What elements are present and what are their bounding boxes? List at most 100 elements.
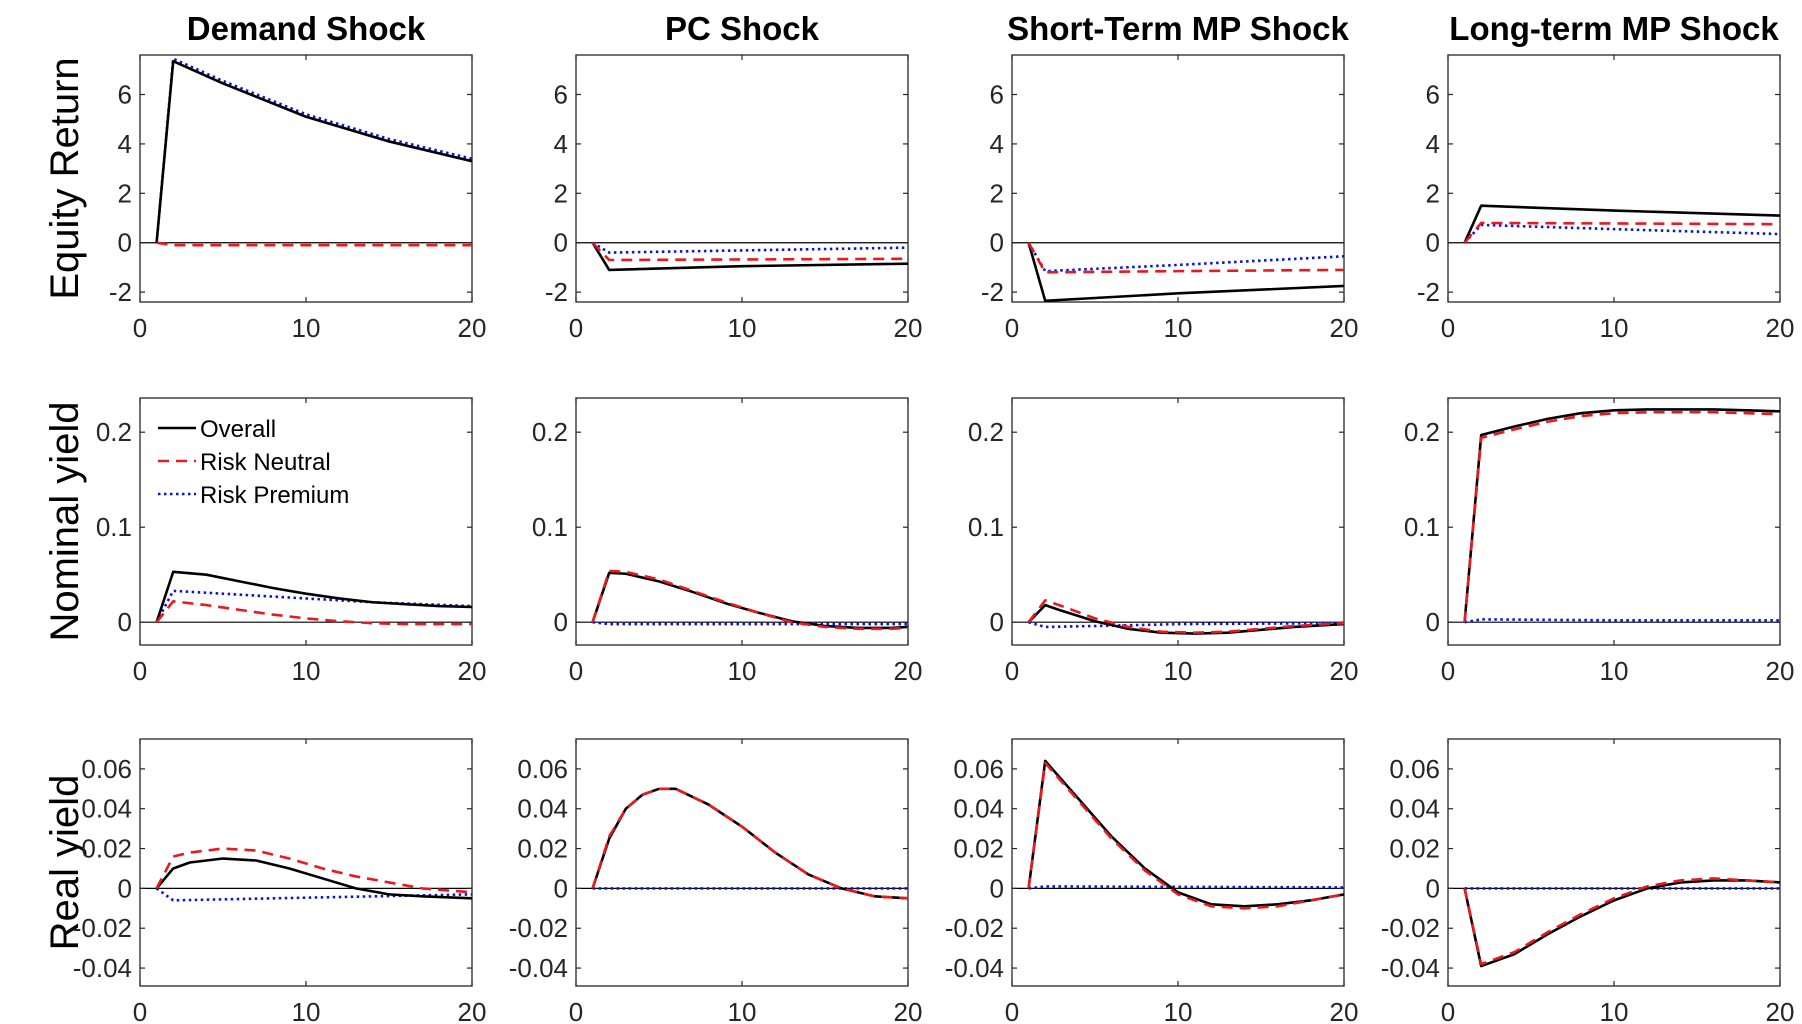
panel-r0-c3-series-risk-neutral	[1463, 221, 1780, 244]
panel-r2-c2-xtick-label: 0	[1005, 997, 1019, 1024]
panel-r2-c3-ytick-label: -0.04	[1381, 953, 1440, 983]
panel-r0-c2-series-overall	[1027, 242, 1344, 302]
panel-r1-c3-series-risk-premium	[1464, 618, 1780, 624]
panel-r0-c1-ytick-label: 2	[554, 178, 568, 208]
panel-r1-c0-series-overall	[155, 570, 472, 623]
panel-r1-c1-ytick-label: 0.1	[532, 512, 568, 542]
panel-r0-c2-ytick-label: -2	[981, 277, 1004, 307]
panel-r0-c0-ytick-label: 4	[118, 129, 132, 159]
panel-r2-c1-ytick-label: -0.02	[509, 913, 568, 943]
panel-r0-c1-series-overall	[591, 242, 908, 272]
panel-r2-c1-ytick-label: 0	[554, 873, 568, 903]
panel-r2-c2-xtick-label: 10	[1164, 997, 1193, 1024]
panel-r0-c3-xtick-label: 10	[1600, 313, 1629, 343]
panel-r1-c2-series-risk-neutral	[1027, 599, 1344, 634]
panel-r2-c0-xtick-label: 20	[458, 997, 487, 1024]
panel-r2-c1-ytick-label: 0.04	[517, 794, 568, 824]
panel-r1-c2-ytick-label: 0.2	[968, 417, 1004, 447]
panel-r2-c0-ytick-label: -0.04	[73, 953, 132, 983]
panel-r0-c0-ytick-label: 6	[118, 80, 132, 110]
panel-r1-c0-xtick-label: 0	[133, 656, 147, 686]
panel-r0-c1-ytick-label: 0	[554, 228, 568, 258]
panel-r0-c0-series-risk-premium	[155, 57, 472, 243]
panel-r0-c3-series-overall	[1463, 204, 1780, 244]
panel-r0-c2-ytick-label: 0	[990, 228, 1004, 258]
panel-r2-c0-ytick-label: -0.02	[73, 913, 132, 943]
panel-r0-c2-ytick-label: 4	[990, 129, 1004, 159]
panel-r1-c2-ytick-label: 0.1	[968, 512, 1004, 542]
legend-label-overall: Overall	[200, 416, 276, 443]
column-title-pc-shock: PC Shock	[665, 10, 820, 47]
panel-r1-c1-ytick-label: 0.2	[532, 417, 568, 447]
panel-r2-c2-ytick-label: 0.02	[953, 834, 1004, 864]
panel-r2-c2-ytick-label: -0.02	[945, 913, 1004, 943]
panel-r0-c2-series-risk-neutral	[1027, 242, 1344, 274]
panel-r2-c0-xtick-label: 0	[133, 997, 147, 1024]
panel-r0-c3-series-risk-premium	[1463, 223, 1780, 244]
legend-label-risk-premium: Risk Premium	[200, 482, 349, 509]
panel-r0-c3-ytick-label: 6	[1426, 80, 1440, 110]
panel-r1-c2-xtick-label: 10	[1164, 656, 1193, 686]
panel-r0-c1-ytick-label: -2	[545, 277, 568, 307]
panel-r2-c2-series-risk-neutral	[1027, 761, 1344, 910]
column-title-short-term-mp-shock: Short-Term MP Shock	[1007, 10, 1349, 47]
panel-r0-c1-xtick-label: 0	[569, 313, 583, 343]
panel-r0-c0-ytick-label: 2	[118, 178, 132, 208]
column-title-long-term-mp-shock: Long-term MP Shock	[1449, 10, 1779, 47]
panel-r2-c3-ytick-label: 0.02	[1389, 834, 1440, 864]
panel-r0-c3-xtick-label: 20	[1766, 313, 1795, 343]
panel-r0-c2-axes-box	[1011, 54, 1345, 303]
panel-r1-c1-xtick-label: 0	[569, 656, 583, 686]
panel-r2-c1-series-overall	[591, 787, 908, 900]
panel-r2-c0-series-risk-neutral	[155, 847, 472, 894]
panel-r1-c3-xtick-label: 10	[1600, 656, 1629, 686]
panel-r1-c3-ytick-label: 0.2	[1404, 417, 1440, 447]
panel-r0-c0-xtick-label: 20	[458, 313, 487, 343]
panel-r2-c2-xtick-label: 20	[1330, 997, 1359, 1024]
panel-r0-c2-ytick-label: 2	[990, 178, 1004, 208]
panel-r0-c3-axes-box	[1447, 54, 1781, 303]
panel-r2-c1-xtick-label: 20	[894, 997, 923, 1024]
row-label-nominal-yield: Nominal yield	[43, 401, 87, 641]
panel-r1-c1-axes-box	[575, 397, 909, 646]
panel-r1-c3-xtick-label: 0	[1441, 656, 1455, 686]
legend-label-risk-neutral: Risk Neutral	[200, 449, 331, 476]
panel-r2-c0-xtick-label: 10	[292, 997, 321, 1024]
panel-r2-c0-ytick-label: 0.02	[81, 834, 132, 864]
panel-r1-c1-xtick-label: 20	[894, 656, 923, 686]
panel-r2-c2-ytick-label: -0.04	[945, 953, 1004, 983]
panel-r2-c1-ytick-label: -0.04	[509, 953, 568, 983]
panel-r2-c3-axes-box	[1447, 738, 1781, 987]
panel-r0-c3-ytick-label: -2	[1417, 277, 1440, 307]
panel-r0-c1-series-risk-premium	[591, 241, 908, 254]
panel-r0-c2-xtick-label: 0	[1005, 313, 1019, 343]
panel-r0-c1-xtick-label: 10	[728, 313, 757, 343]
panel-r0-c1-ytick-label: 6	[554, 80, 568, 110]
panel-r1-c2-xtick-label: 20	[1330, 656, 1359, 686]
panel-r1-c3-ytick-label: 0.1	[1404, 512, 1440, 542]
panel-r2-c3-ytick-label: 0	[1426, 873, 1440, 903]
panel-r1-c0-xtick-label: 20	[458, 656, 487, 686]
row-label-equity-return: Equity Return	[43, 57, 87, 299]
panel-r0-c0-ytick-label: -2	[109, 277, 132, 307]
panel-r0-c0-series-risk-neutral	[156, 241, 472, 247]
panel-r2-c2-series-overall	[1027, 759, 1344, 908]
panel-r1-c3-ytick-label: 0	[1426, 607, 1440, 637]
panel-r2-c3-xtick-label: 10	[1600, 997, 1629, 1024]
panel-r0-c3-ytick-label: 0	[1426, 228, 1440, 258]
panel-r2-c3-series-risk-neutral	[1463, 877, 1780, 966]
panel-r1-c1-ytick-label: 0	[554, 607, 568, 637]
panel-r2-c2-ytick-label: 0	[990, 873, 1004, 903]
panel-r1-c1-xtick-label: 10	[728, 656, 757, 686]
panel-r2-c3-xtick-label: 20	[1766, 997, 1795, 1024]
panel-r0-c2-xtick-label: 10	[1164, 313, 1193, 343]
panel-r2-c0-ytick-label: 0	[118, 873, 132, 903]
panel-r0-c0-series-overall	[155, 59, 472, 243]
panel-r1-c2-series-risk-premium	[1028, 620, 1344, 629]
panel-r0-c0-axes-box	[139, 54, 473, 303]
panel-r0-c3-xtick-label: 0	[1441, 313, 1455, 343]
panel-r0-c2-ytick-label: 6	[990, 80, 1004, 110]
panel-r2-c1-axes-box	[575, 738, 909, 987]
panel-r1-c3-axes-box	[1447, 397, 1781, 646]
